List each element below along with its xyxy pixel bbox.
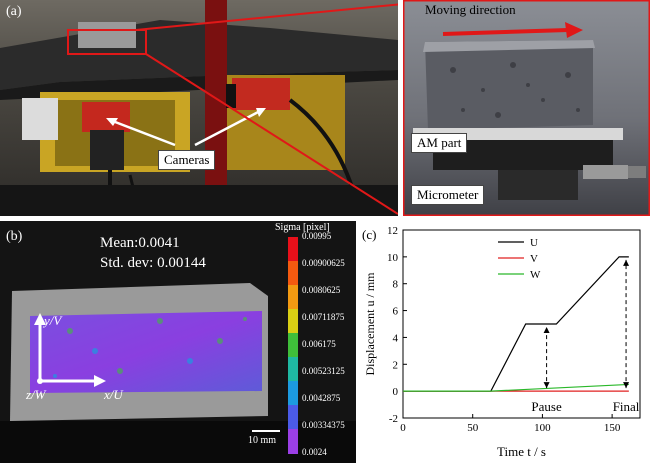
colorbar-segment	[288, 429, 298, 454]
annotation-arrow-up	[623, 259, 630, 266]
x-tick-label: 100	[534, 422, 551, 434]
series-line-U	[403, 256, 629, 392]
colorbar-segment	[288, 405, 298, 430]
colorbar-tick-label: 0.0024	[302, 447, 327, 457]
colorbar-ticks: 0.00995 0.00900625 0.0080625 0.00711875 0.00…	[302, 231, 356, 459]
y-tick-label: 4	[393, 332, 399, 344]
colorbar-tick-label: 0.0080625	[302, 285, 341, 295]
mean-text: Mean:0.0041	[100, 235, 180, 251]
colorbar-tick-label: 0.00334375	[302, 420, 345, 430]
annotation-label: Final	[613, 399, 640, 414]
dic-sigma-map: (b) Mean:0.0041 Std. dev: 0.00144 y/V x/…	[0, 221, 356, 463]
panel-label-c: (c)	[362, 227, 377, 242]
legend-label-U: U	[530, 237, 538, 249]
y-tick-label: 8	[393, 279, 399, 291]
x-tick-label: 50	[467, 422, 479, 434]
micrometer-label: Micrometer	[411, 185, 485, 205]
axis-u-label: x/U	[104, 387, 123, 402]
y-tick-label: 2	[393, 359, 399, 371]
legend-label-V: V	[530, 253, 538, 265]
colorbar-segment	[288, 261, 298, 286]
colorbar-segment	[288, 357, 298, 382]
axis-w-label: z/W	[26, 387, 46, 402]
colorbar-tick-label: 0.00995	[302, 231, 332, 241]
colorbar-segment	[288, 309, 298, 334]
y-tick-label: 10	[387, 252, 399, 264]
std-dev-text: Std. dev: 0.00144	[100, 255, 206, 271]
x-axis-label: Time t / s	[497, 444, 546, 459]
series-line-W	[403, 383, 629, 392]
y-tick-label: 0	[393, 386, 399, 398]
colorbar-segment	[288, 333, 298, 358]
annotation-label: Pause	[531, 399, 562, 414]
colorbar-tick-label: 0.00900625	[302, 258, 345, 268]
photo-zoom-specimen: Moving direction AM part Micrometer	[403, 0, 650, 216]
x-tick-label: 150	[604, 422, 621, 434]
colorbar-segment	[288, 381, 298, 406]
colorbar-tick-label: 0.006175	[302, 339, 336, 349]
y-tick-label: 6	[393, 306, 399, 318]
colorbar	[288, 237, 298, 454]
colorbar-title: Sigma [pixel]	[275, 222, 330, 233]
am-part-label: AM part	[411, 133, 468, 153]
panel-label-b: (b)	[6, 229, 23, 244]
moving-direction-label: Moving direction	[425, 2, 516, 17]
x-tick-label: 0	[400, 422, 406, 434]
displacement-chart: 0 50 100 150 -2 0 2 4 6 8 10 12 Time t / s Displaceme…	[358, 221, 650, 463]
setup-illustration	[0, 0, 398, 216]
axis-v-label: y/V	[44, 313, 62, 328]
y-tick-label: -2	[389, 413, 398, 425]
colorbar-tick-label: 0.00523125	[302, 366, 345, 376]
legend-label-W: W	[530, 269, 541, 281]
y-tick-label: 12	[387, 225, 398, 237]
panel-label-a: (a)	[6, 4, 22, 19]
specimen-illustration	[403, 0, 650, 216]
annotation-arrow-up	[543, 327, 550, 333]
photo-setup: (a) Cameras	[0, 0, 398, 216]
scale-bar-label: 10 mm	[248, 435, 277, 446]
colorbar-segment	[288, 285, 298, 310]
sigma-map-graphic	[0, 283, 356, 463]
colorbar-tick-label: 0.00711875	[302, 312, 345, 322]
plot-frame	[402, 229, 641, 419]
cameras-label: Cameras	[158, 150, 216, 170]
colorbar-segment	[288, 237, 298, 262]
annotation-arrow-down	[623, 382, 630, 389]
y-axis-label: Displacement u / mm	[363, 272, 377, 376]
colorbar-tick-label: 0.0042875	[302, 393, 341, 403]
annotation-arrow-down	[543, 382, 550, 389]
